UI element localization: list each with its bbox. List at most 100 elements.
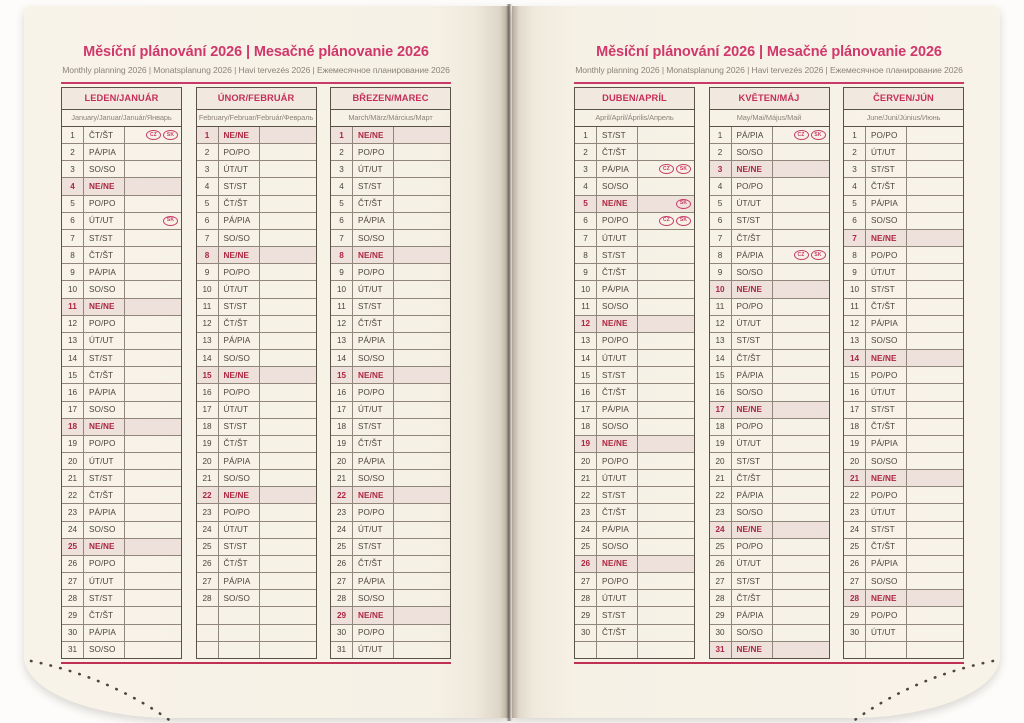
notes-cell <box>638 384 694 400</box>
day-row-march-4: 4 ST/ST <box>331 178 450 196</box>
weekday-abbr: ÚT/UT <box>732 555 773 573</box>
day-number: 6 <box>710 212 732 229</box>
notes-cell <box>773 487 829 503</box>
day-number: 11 <box>62 298 84 315</box>
day-row-march-31: 31 ÚT/UT <box>331 641 450 658</box>
notes-cell <box>773 642 829 658</box>
notes-cell <box>907 299 963 315</box>
day-number: 7 <box>710 229 732 247</box>
day-number: 21 <box>844 470 866 487</box>
day-row-march-5: 5 ČT/ŠT <box>331 195 450 213</box>
month-name: DUBEN/APRÍL <box>575 88 694 110</box>
notes-cell <box>907 504 963 520</box>
day-number: 7 <box>575 229 597 247</box>
notes-cell <box>773 419 829 435</box>
day-row-april-28: 28 ÚT/UT <box>575 590 694 608</box>
weekday-abbr: NE/NE <box>353 367 394 384</box>
month-table-january: LEDEN/JANUÁR January/Januar/Január/Январ… <box>61 87 182 659</box>
notes-cell <box>773 504 829 520</box>
notes-cell <box>394 316 450 332</box>
day-row-april-17: 17 PÁ/PIA <box>575 401 694 419</box>
weekday-abbr: ČT/ŠT <box>732 470 773 487</box>
notes-cell <box>260 539 316 555</box>
notes-cell <box>125 281 181 297</box>
day-row-june-25: 25 ČT/ŠT <box>844 538 963 556</box>
day-number: 13 <box>575 332 597 350</box>
weekday-abbr: ČT/ŠT <box>597 264 638 281</box>
day-row-march-23: 23 PO/PO <box>331 504 450 522</box>
day-number: 27 <box>844 573 866 590</box>
weekday-abbr: SO/SO <box>219 470 260 487</box>
day-row-may-17: 17 NE/NE <box>709 401 829 419</box>
notes-cell <box>638 350 694 366</box>
day-number: 2 <box>710 144 732 161</box>
day-row-april-10: 10 PÁ/PIA <box>575 281 694 299</box>
weekday-abbr: ST/ST <box>84 229 125 247</box>
day-number: 12 <box>575 315 597 332</box>
day-row-january-5: 5 PO/PO <box>62 195 181 213</box>
day-number: 22 <box>197 487 219 504</box>
day-row-april-18: 18 SO/SO <box>575 418 694 436</box>
notes-cell <box>125 230 181 246</box>
day-row-february-6: 6 PÁ/PIA <box>196 212 316 230</box>
notes-cell <box>125 196 181 212</box>
day-row-january-26: 26 PO/PO <box>62 555 181 574</box>
day-number: 2 <box>331 144 353 161</box>
day-row-april-3: 3 PÁ/PIA CZ SK <box>575 161 694 179</box>
notes-cell <box>125 419 181 435</box>
day-row-february-28: 28 SO/SO <box>196 590 316 608</box>
notes-cell <box>394 590 450 606</box>
weekday-abbr: PÁ/PIA <box>597 161 638 178</box>
notes-cell <box>638 625 694 641</box>
notes-cell <box>907 625 963 641</box>
weekday-abbr: NE/NE <box>732 161 773 178</box>
day-row-may-3: 3 NE/NE <box>709 161 829 179</box>
day-row-may-26: 26 ÚT/UT <box>709 555 829 574</box>
notes-cell <box>638 264 694 280</box>
day-row-june-23: 23 ÚT/UT <box>844 504 963 522</box>
day-row-january-27: 27 ÚT/UT <box>62 573 181 591</box>
day-number <box>197 607 219 624</box>
weekday-abbr: NE/NE <box>732 401 773 418</box>
day-row-may-21: 21 ČT/ŠT <box>709 470 829 488</box>
day-number: 8 <box>710 247 732 264</box>
weekday-abbr: ÚT/UT <box>597 470 638 487</box>
day-number: 12 <box>197 315 219 332</box>
day-number: 17 <box>575 401 597 418</box>
notes-cell <box>638 573 694 589</box>
weekday-abbr <box>597 641 638 658</box>
weekday-abbr: ÚT/UT <box>353 281 394 298</box>
day-row-march-22: 22 NE/NE <box>331 487 450 505</box>
day-row-march-6: 6 PÁ/PIA <box>331 212 450 230</box>
notes-cell <box>394 299 450 315</box>
weekday-abbr: ST/ST <box>597 367 638 384</box>
day-number: 26 <box>710 555 732 573</box>
day-number: 21 <box>197 470 219 487</box>
weekday-abbr: SO/SO <box>219 590 260 607</box>
day-number: 14 <box>844 350 866 367</box>
day-number: 4 <box>844 178 866 195</box>
holiday-badge-cz: CZ <box>793 250 809 261</box>
notes-cell <box>638 247 694 263</box>
day-number: 5 <box>710 195 732 212</box>
day-row-march-28: 28 SO/SO <box>331 590 450 608</box>
day-row-april-8: 8 ST/ST <box>575 247 694 265</box>
notes-cell <box>394 573 450 589</box>
day-number: 1 <box>331 127 353 144</box>
day-row-may-2: 2 SO/SO <box>709 144 829 162</box>
day-number: 23 <box>710 504 732 521</box>
weekday-abbr: PÁ/PIA <box>219 212 260 229</box>
footer-rule <box>574 662 964 664</box>
page-left: Měsíční plánování 2026 | Mesačné plánova… <box>24 6 509 718</box>
day-number: 15 <box>331 367 353 384</box>
notes-cell <box>260 161 316 177</box>
day-number: 2 <box>62 144 84 161</box>
month-subtitle: February/Februar/Február/Февраль <box>196 110 316 127</box>
day-row-march-29: 29 NE/NE <box>331 607 450 625</box>
month-grid: 1 NE/NE 2 PO/PO 3 ÚT/UT 4 ST/ST 5 ČT/ŠT 6 PÁ/PIA 7 SO… <box>196 127 316 658</box>
day-row-january-30: 30 PÁ/PIA <box>62 624 181 642</box>
day-number: 16 <box>197 384 219 401</box>
holiday-badge-sk: SK <box>163 215 178 226</box>
day-row-may-6: 6 ST/ST <box>709 212 829 230</box>
notes-cell <box>125 384 181 400</box>
